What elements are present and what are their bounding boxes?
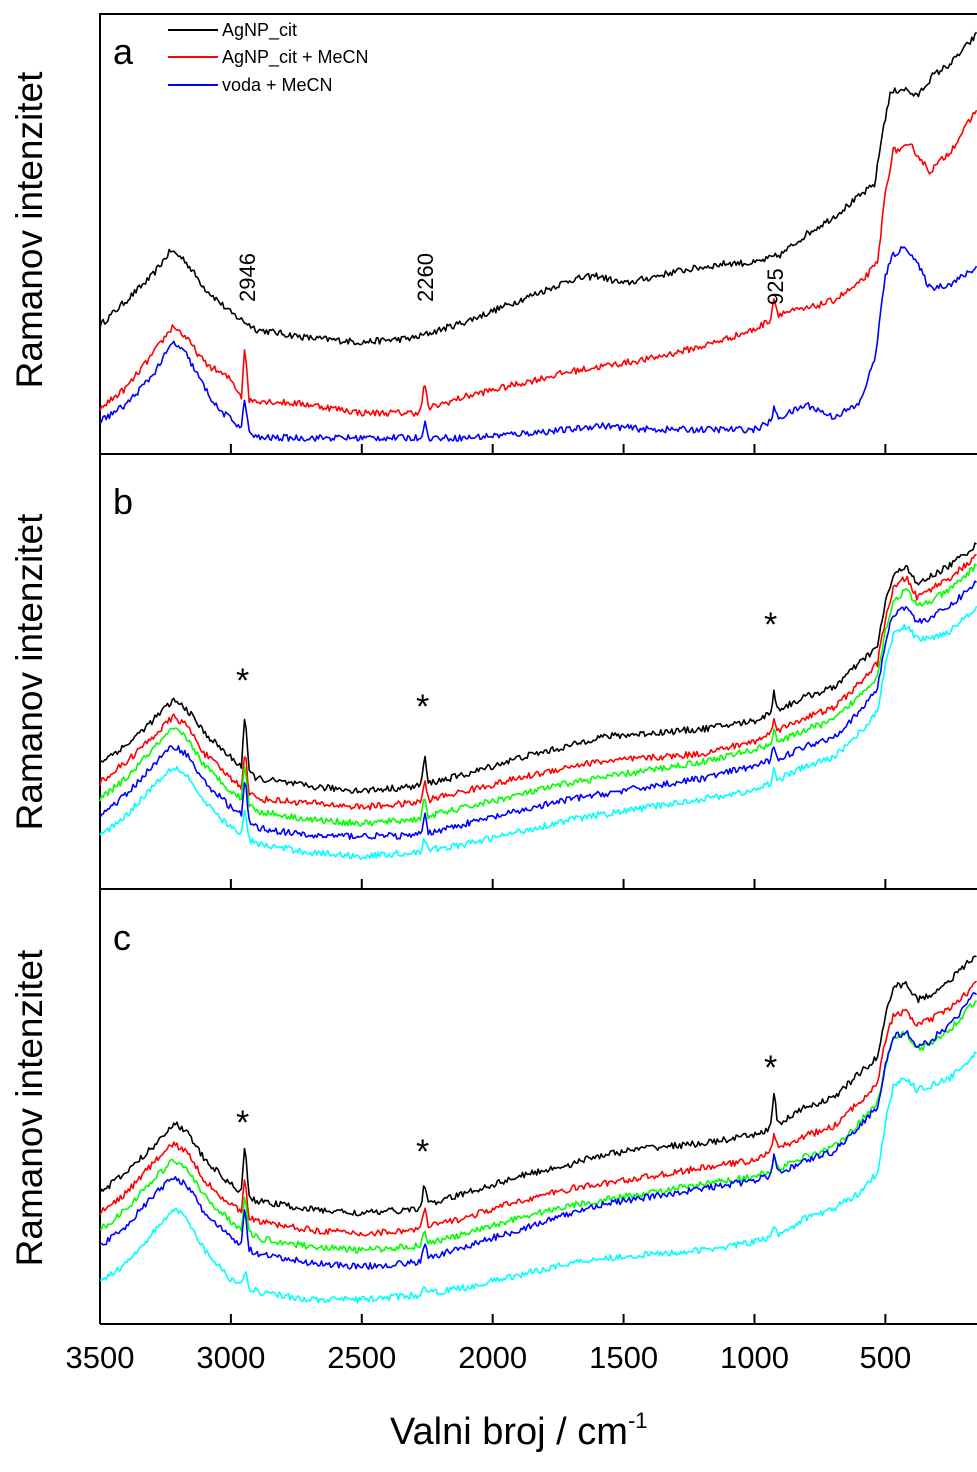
- spectrum-line-panel-c-0: [99, 955, 977, 1217]
- x-tick-label-3000: 3000: [196, 1340, 265, 1375]
- x-axis-label-main: Valni broj / cm: [390, 1411, 628, 1453]
- peak-marker-c-2260: *: [416, 1133, 429, 1171]
- panel-label-b: b: [113, 481, 133, 522]
- spectrum-line-panel-c-3: [99, 992, 977, 1270]
- spectrum-line-panel-a-1: [99, 109, 977, 417]
- spectrum-line-panel-b-4: [99, 605, 977, 861]
- series-layer: [99, 31, 977, 1304]
- spectrum-line-panel-c-1: [99, 980, 977, 1237]
- legend: AgNP_cit AgNP_cit + MeCN voda + MeCN: [168, 20, 369, 95]
- y-axis-label-panel-c: Ramanov intenzitet: [9, 949, 50, 1266]
- legend-label-voda-mecn: voda + MeCN: [222, 75, 333, 95]
- panel-label-a: a: [113, 31, 134, 72]
- x-axis-label-superscript: -1: [628, 1408, 648, 1433]
- y-axis-label-panel-b: Ramanov intenzitet: [9, 513, 50, 830]
- panel-label-c: c: [113, 917, 131, 958]
- legend-label-agnp-cit-mecn: AgNP_cit + MeCN: [222, 47, 369, 68]
- peak-marker-b-925: *: [764, 606, 777, 644]
- peak-label-925: 925: [763, 268, 788, 305]
- legend-label-agnp-cit: AgNP_cit: [222, 20, 297, 41]
- x-tick-label-2500: 2500: [327, 1340, 396, 1375]
- x-tick-label-500: 500: [860, 1340, 912, 1375]
- x-axis-label: Valni broj / cm-1: [390, 1408, 648, 1453]
- spectrum-line-panel-b-1: [99, 553, 977, 811]
- peak-marker-c-925: *: [764, 1049, 777, 1087]
- x-tick-label-2000: 2000: [458, 1340, 527, 1375]
- x-tick-label-1500: 1500: [589, 1340, 658, 1375]
- peak-marker-b-2260: *: [416, 688, 429, 726]
- peak-label-2946: 2946: [235, 253, 260, 302]
- x-tick-layer: 3500 3000 2500 2000 1500 1000 500: [66, 444, 912, 1375]
- spectrum-line-panel-b-3: [99, 580, 977, 840]
- spectrum-line-panel-b-0: [99, 542, 977, 794]
- spectrum-line-panel-c-4: [99, 1051, 977, 1304]
- spectrum-line-panel-a-0: [99, 31, 977, 346]
- peak-marker-c-2946: *: [236, 1104, 249, 1142]
- peak-marker-b-2946: *: [236, 662, 249, 700]
- x-tick-label-3500: 3500: [66, 1340, 135, 1375]
- spectrum-line-panel-a-2: [99, 245, 977, 442]
- spectrum-line-panel-c-2: [99, 999, 977, 1254]
- panel-frames: [99, 13, 977, 1325]
- x-tick-label-1000: 1000: [720, 1340, 789, 1375]
- y-axis-label-panel-a: Ramanov intenzitet: [9, 71, 50, 388]
- peak-label-2260: 2260: [413, 253, 438, 302]
- spectrum-line-panel-b-2: [99, 563, 977, 827]
